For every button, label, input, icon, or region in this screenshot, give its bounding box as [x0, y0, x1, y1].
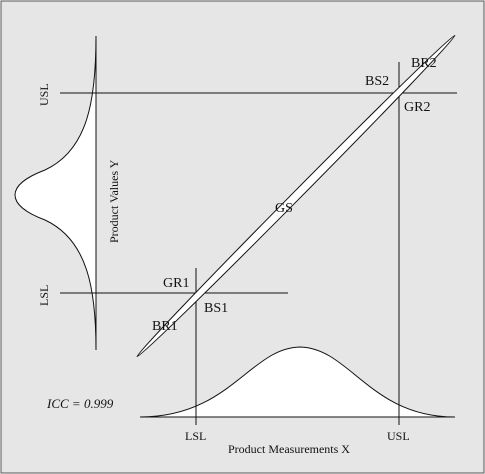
icc-ellipse: [136, 34, 456, 358]
product-measurements-x-label: Product Measurements X: [228, 442, 350, 456]
br2-label: BR2: [411, 56, 437, 71]
usl-y-label: USL: [37, 83, 51, 106]
x-distribution-curve: [139, 346, 456, 418]
gr2-label: GR2: [404, 100, 430, 115]
bs2-label: BS2: [365, 74, 389, 89]
icc-value-label: ICC = 0.999: [46, 396, 114, 411]
product-values-y-label: Product Values Y: [107, 159, 121, 243]
usl-x-label: USL: [387, 429, 410, 443]
br1-label: BR1: [152, 319, 178, 334]
y-distribution-curve: [14, 35, 97, 351]
lsl-y-label: LSL: [37, 285, 51, 306]
gs-label: GS: [275, 201, 293, 216]
bs1-label: BS1: [204, 301, 228, 316]
icc-band-group: [136, 34, 456, 358]
gr1-label: GR1: [163, 276, 189, 291]
lsl-x-label: LSL: [185, 429, 206, 443]
